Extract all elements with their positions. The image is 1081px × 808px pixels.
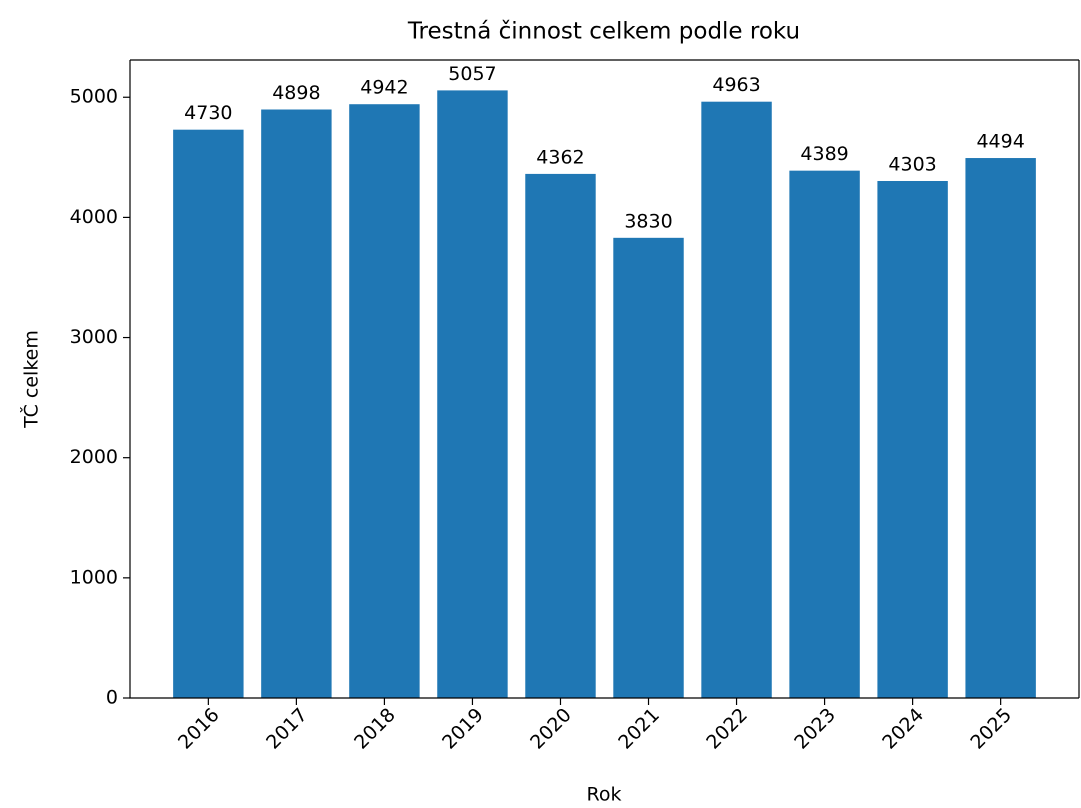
value-label: 4389: [800, 143, 848, 165]
x-tick-label: 2017: [262, 704, 312, 754]
value-label: 4898: [272, 82, 320, 104]
value-label: 4942: [360, 77, 408, 99]
bar: [261, 109, 332, 698]
x-tick-label: 2021: [614, 704, 664, 754]
bar: [613, 237, 684, 698]
value-label: 3830: [624, 210, 672, 232]
x-tick-label: 2019: [438, 704, 488, 754]
y-tick-label: 3000: [70, 326, 118, 348]
y-tick-label: 0: [106, 687, 118, 709]
value-label: 4362: [536, 146, 584, 168]
y-tick-label: 2000: [70, 446, 118, 468]
bar: [789, 170, 860, 698]
x-tick-label: 2022: [702, 704, 752, 754]
x-tick-label: 2016: [174, 704, 224, 754]
axes-frame: [129, 60, 1079, 699]
bar: [701, 101, 772, 699]
y-tick-label: 5000: [70, 86, 118, 108]
bar: [173, 129, 244, 698]
x-tick-label: 2024: [878, 704, 928, 754]
y-axis-label: TČ celkem: [19, 330, 43, 429]
value-label: 5057: [448, 63, 496, 85]
x-tick-label: 2020: [526, 704, 576, 754]
chart-title: Trestná činnost celkem podle roku: [407, 19, 800, 45]
value-label: 4730: [184, 102, 232, 124]
x-tick-label: 2018: [350, 704, 400, 754]
bar: [877, 180, 948, 699]
bar: [437, 90, 508, 698]
value-label: 4494: [976, 131, 1024, 153]
x-tick-label: 2025: [966, 704, 1016, 754]
y-tick-label: 4000: [70, 206, 118, 228]
value-label: 4963: [712, 74, 760, 96]
x-axis-label: Rok: [587, 784, 622, 806]
x-tick-label: 2023: [790, 704, 840, 754]
y-tick-label: 1000: [70, 566, 118, 588]
value-label: 4303: [888, 153, 936, 175]
bar: [349, 104, 420, 698]
bar: [525, 173, 596, 698]
bar: [965, 158, 1036, 698]
